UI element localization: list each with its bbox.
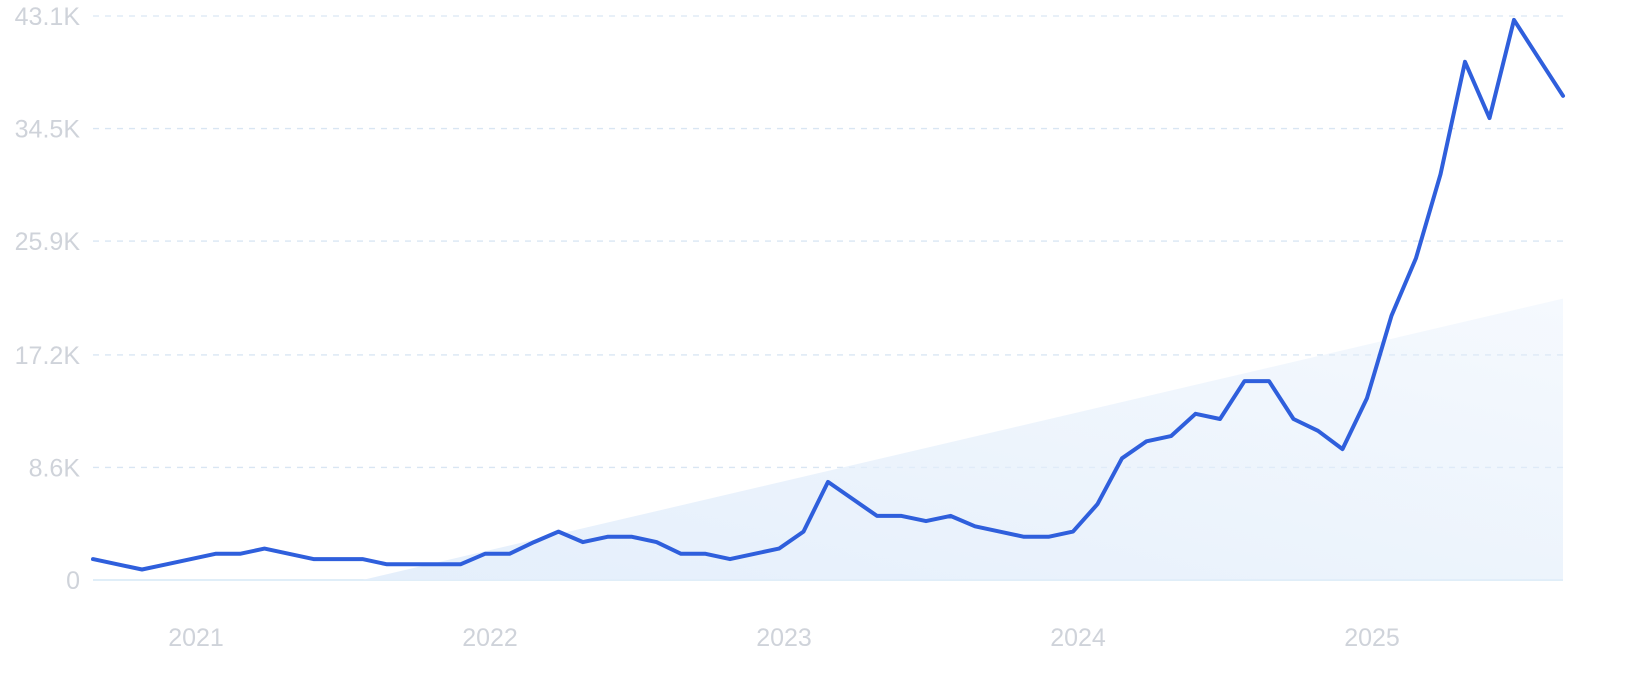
data-point xyxy=(459,562,463,566)
data-point xyxy=(140,568,144,572)
y-tick-label: 43.1K xyxy=(15,3,81,31)
data-point xyxy=(1463,60,1467,64)
data-point xyxy=(1292,417,1296,421)
data-point xyxy=(1022,535,1026,539)
x-tick-label: 2022 xyxy=(462,624,518,652)
data-point xyxy=(1414,256,1418,260)
data-point xyxy=(704,552,708,556)
data-point xyxy=(263,547,267,551)
data-point xyxy=(875,514,879,518)
data-point xyxy=(826,480,830,484)
data-point xyxy=(1047,535,1051,539)
y-tick-label: 0 xyxy=(66,567,80,595)
data-point xyxy=(851,497,855,501)
data-point xyxy=(189,557,193,561)
data-point xyxy=(753,552,757,556)
data-point xyxy=(434,562,438,566)
y-tick-label: 34.5K xyxy=(15,116,81,144)
series-line-group xyxy=(91,17,1565,572)
data-point xyxy=(410,562,414,566)
data-point xyxy=(630,535,634,539)
data-point xyxy=(336,557,340,561)
data-point xyxy=(924,519,928,523)
data-point xyxy=(165,562,169,566)
data-point xyxy=(1439,172,1443,176)
data-point xyxy=(1390,314,1394,318)
data-point xyxy=(508,552,512,556)
data-point xyxy=(287,552,291,556)
data-point xyxy=(900,514,904,518)
x-tick-label: 2025 xyxy=(1344,624,1400,652)
data-point xyxy=(1316,429,1320,433)
data-point xyxy=(802,530,806,534)
data-point xyxy=(1120,456,1124,460)
data-point xyxy=(532,540,536,544)
data-point xyxy=(557,530,561,534)
x-tick-label: 2021 xyxy=(168,624,224,652)
data-point xyxy=(973,524,977,528)
data-point xyxy=(1169,434,1173,438)
data-point xyxy=(91,557,95,561)
data-point xyxy=(361,557,365,561)
data-point xyxy=(1243,379,1247,383)
x-tick-label: 2023 xyxy=(756,624,812,652)
data-point xyxy=(1488,116,1492,120)
trend-area-shape xyxy=(362,298,1563,580)
x-axis-ticks: 2021 2022 2023 2024 2025 xyxy=(168,624,1400,652)
data-point xyxy=(1071,530,1075,534)
data-point xyxy=(1537,56,1541,60)
data-point xyxy=(949,514,953,518)
data-point xyxy=(1561,94,1565,98)
x-tick-label: 2024 xyxy=(1050,624,1106,652)
data-point xyxy=(116,562,120,566)
y-tick-label: 8.6K xyxy=(29,454,81,482)
trend-area xyxy=(362,298,1563,580)
data-point xyxy=(1341,447,1345,451)
y-axis-ticks: 0 8.6K 17.2K 25.9K 34.5K 43.1K xyxy=(15,3,81,595)
data-point xyxy=(483,552,487,556)
data-point xyxy=(679,552,683,556)
data-point xyxy=(1512,18,1516,22)
data-point xyxy=(214,552,218,556)
y-tick-label: 25.9K xyxy=(15,228,81,256)
data-point xyxy=(777,547,781,551)
data-point xyxy=(655,540,659,544)
data-point xyxy=(385,562,389,566)
y-tick-label: 17.2K xyxy=(15,342,81,370)
data-point xyxy=(1096,502,1100,506)
data-point xyxy=(1267,379,1271,383)
data-point xyxy=(1218,417,1222,421)
series-line xyxy=(91,17,1565,572)
data-point xyxy=(1365,396,1369,400)
data-point xyxy=(1194,412,1198,416)
data-point xyxy=(606,535,610,539)
data-point xyxy=(238,552,242,556)
data-point xyxy=(312,557,316,561)
data-point xyxy=(728,557,732,561)
data-point xyxy=(998,530,1002,534)
data-point xyxy=(1145,439,1149,443)
data-point xyxy=(581,540,585,544)
